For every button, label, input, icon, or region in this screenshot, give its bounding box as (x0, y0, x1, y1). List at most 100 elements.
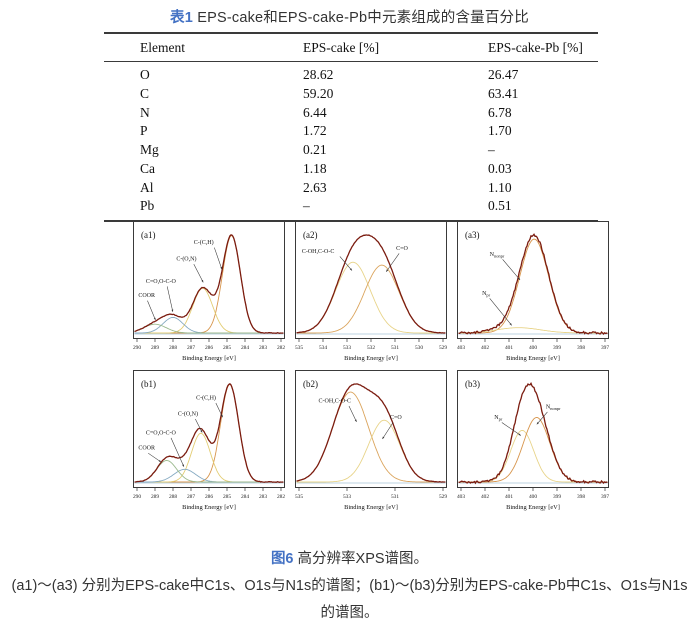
table-cell: 1.72 (303, 123, 327, 139)
tick-label: 401 (505, 345, 513, 351)
peak-label: C-(C,H) (196, 395, 216, 402)
leader-line (385, 253, 400, 272)
leader-line (193, 263, 204, 283)
leader-arrowhead (171, 309, 174, 312)
table-cell: 2.63 (303, 179, 327, 195)
tick-label: 400 (529, 494, 537, 500)
envelope-curve (296, 383, 446, 483)
leader-arrowhead (518, 433, 521, 436)
xps-panel-a1: 290 289 288 287 286 285 284 283 282 Binding Energ… (133, 221, 285, 370)
tick-label: 287 (187, 494, 195, 500)
tick-label: 288 (169, 494, 177, 500)
leader-arrowhead (349, 268, 352, 271)
leader-line (148, 452, 162, 463)
table-title: 表1 EPS-cake和EPS-cake-Pb中元素组成的含量百分比 (0, 6, 699, 27)
caption-description: (a1)～(a3) 分别为EPS-cake中C1s、O1s与N1s的谱图；(b1… (11, 578, 688, 621)
axis-title: Binding Energy [eV] (506, 504, 560, 511)
table-header-cell: EPS-cake-Pb [%] (488, 33, 598, 62)
plot-frame (457, 370, 609, 488)
tick-label: 399 (553, 345, 561, 351)
table-body: O 28.62 26.47 C 59.20 63.41 N 6.44 6.78 P 1.72 1.70… (104, 62, 598, 222)
table-row: Mg 0.21 – (104, 141, 598, 160)
table-cell: – (488, 142, 495, 158)
leader-line (170, 437, 185, 467)
panel-label: (b3) (465, 379, 480, 389)
tick-label: 533 (343, 345, 351, 351)
tick-label: 286 (205, 345, 213, 351)
plot-frame (457, 221, 609, 339)
tick-label: 533 (343, 494, 351, 500)
plot-frame (295, 370, 447, 488)
tick-label: 397 (601, 494, 609, 500)
envelope-curve (134, 382, 284, 483)
xps-figure-grid: 290 289 288 287 286 285 284 283 282 Binding Energ… (133, 221, 609, 519)
table-row: Al 2.63 1.10 (104, 178, 598, 197)
tick-label: 286 (205, 494, 213, 500)
peak-label: Npr (494, 415, 503, 422)
axis-title: Binding Energy [eV] (344, 504, 398, 511)
element-composition-table: Element EPS-cake [%] EPS-cake-Pb [%] O 28.6… (104, 32, 598, 223)
table-cell: 6.44 (303, 104, 327, 120)
tick-label: 398 (577, 345, 585, 351)
tick-label: 530 (415, 345, 423, 351)
leader-arrowhead (201, 279, 204, 283)
tick-label: 282 (277, 345, 285, 351)
tick-label: 531 (391, 345, 399, 351)
tick-label: 403 (457, 345, 465, 351)
plot-frame (133, 370, 285, 488)
peak-label: C=O,O-C-O (146, 279, 177, 285)
xps-panel-b2: 535 533 531 529 Binding Energy [eV] (b2) C-OH,… (295, 370, 447, 519)
leader-arrowhead (200, 430, 203, 433)
xps-panel-a2: 535 534 533 532 531 530 529 Binding Energy [eV]… (295, 221, 447, 370)
tick-label: 402 (481, 494, 489, 500)
tick-label: 282 (277, 494, 285, 500)
tick-label: 290 (133, 345, 141, 351)
peak-label: C=O (396, 246, 408, 252)
xps-chart-a1: 290 289 288 287 286 285 284 283 282 Binding Energ… (133, 221, 285, 362)
tick-label: 288 (169, 345, 177, 351)
panel-label: (b2) (303, 379, 318, 389)
table-row: Pb – 0.51 (104, 197, 598, 221)
tick-label: 401 (505, 494, 513, 500)
leader-arrowhead (182, 464, 184, 467)
peak-label: C=O (390, 415, 402, 421)
tick-label: 529 (439, 345, 447, 351)
leader-line (501, 422, 521, 436)
leader-arrowhead (220, 414, 223, 418)
tick-label: 398 (577, 494, 585, 500)
leader-line (348, 405, 357, 423)
table-cell: 26.47 (488, 67, 519, 82)
table-row: C 59.20 63.41 (104, 84, 598, 103)
table-cell: 1.70 (488, 123, 512, 139)
table-row: O 28.62 26.47 (104, 62, 598, 85)
peak-label: C-OH,C-O-C (302, 249, 335, 255)
table-cell: 0.21 (303, 142, 327, 158)
table-cell: 0.51 (488, 198, 512, 214)
tick-label: 397 (601, 345, 609, 351)
xps-panel-b3: 403 402 401 400 399 398 397 Binding Energy [eV]… (457, 370, 609, 519)
xps-chart-a2: 535 534 533 532 531 530 529 Binding Energy [eV]… (295, 221, 447, 362)
leader-line (339, 256, 353, 271)
component-curve (134, 323, 284, 334)
envelope-curve (134, 234, 284, 334)
tick-label: 284 (241, 345, 249, 351)
leader-arrowhead (536, 421, 539, 425)
leader-line (382, 422, 394, 440)
table-header-cell: Element (104, 33, 303, 62)
peak-label: COOR (138, 293, 155, 299)
xps-chart-a3: 403 402 401 400 399 398 397 Binding Energy [eV]… (457, 221, 609, 362)
axis-title: Binding Energy [eV] (182, 355, 236, 362)
tick-label: 289 (151, 345, 159, 351)
xps-chart-b2: 535 533 531 529 Binding Energy [eV] (b2) C-OH,… (295, 370, 447, 511)
caption-title-line: 图6 高分辨率XPS谱图。 (0, 546, 699, 573)
table-row: Ca 1.18 0.03 (104, 160, 598, 179)
table-cell: – (303, 198, 310, 214)
leader-line (536, 411, 548, 425)
leader-arrowhead (354, 419, 357, 422)
leader-line (147, 300, 156, 321)
leader-line (502, 259, 521, 281)
figure-number-label: 图6 (270, 551, 294, 567)
panel-label: (a1) (141, 230, 156, 240)
tick-label: 531 (391, 494, 399, 500)
peak-label: Nnonpr (546, 404, 561, 411)
